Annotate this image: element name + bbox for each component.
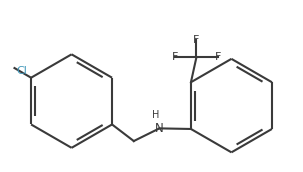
Text: H: H bbox=[152, 110, 159, 120]
Text: F: F bbox=[215, 52, 221, 62]
Text: F: F bbox=[193, 35, 200, 45]
Text: N: N bbox=[155, 122, 164, 135]
Text: Cl: Cl bbox=[17, 66, 28, 76]
Text: F: F bbox=[171, 52, 178, 62]
